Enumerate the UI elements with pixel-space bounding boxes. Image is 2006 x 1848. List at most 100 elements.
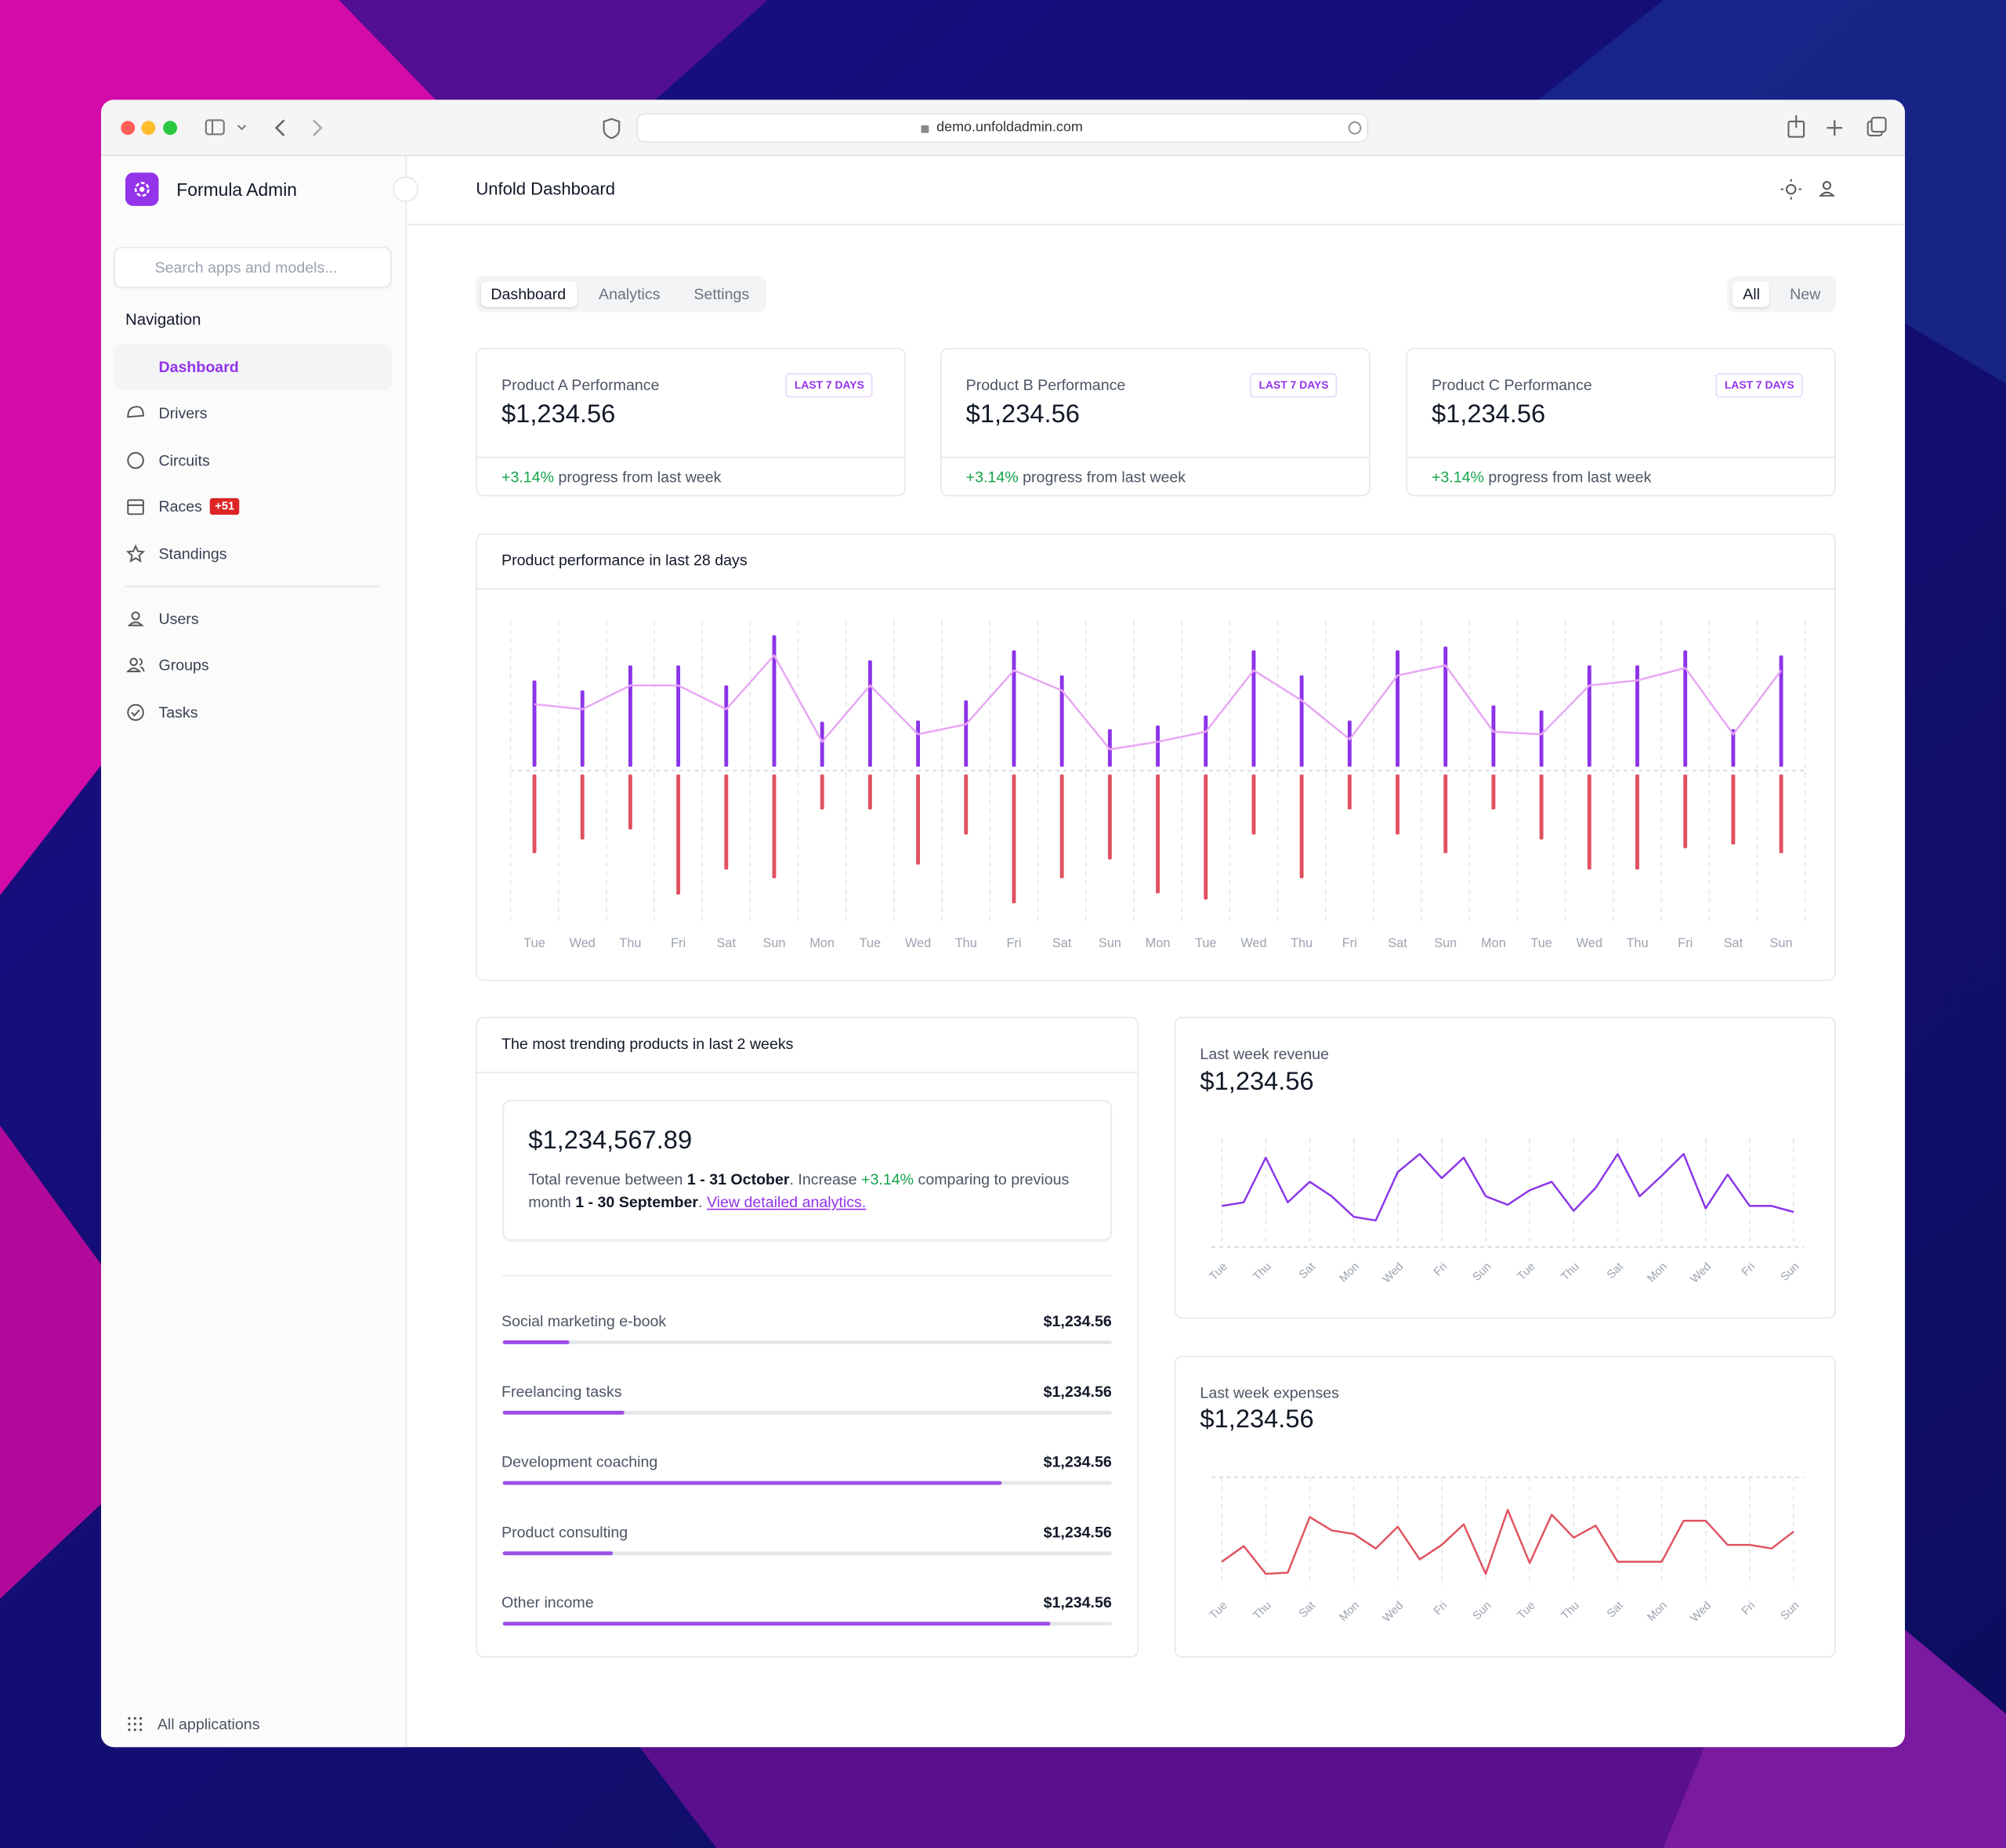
bar [676, 665, 681, 767]
nav-item[interactable]: Standings [158, 544, 227, 563]
item-value: $1,234.56 [1043, 1382, 1112, 1401]
x-tick-label: Fri [1740, 1600, 1758, 1618]
kpi-title: Product C Performance [1431, 375, 1592, 394]
x-tick-label: Wed [1577, 936, 1602, 950]
trending-title: The most trending products in last 2 wee… [502, 1034, 794, 1053]
tab[interactable]: Settings [693, 285, 750, 303]
all-applications[interactable]: All applications [157, 1715, 260, 1734]
nav-item[interactable]: Groups [158, 656, 209, 674]
x-tick-label: Thu [619, 936, 641, 950]
progress-track [502, 1410, 1112, 1415]
nav-icon [127, 703, 144, 721]
tab[interactable]: Analytics [599, 285, 661, 303]
kpi-footer: +3.14% progress from last week [502, 469, 721, 485]
nav-item[interactable]: Dashboard [158, 358, 239, 376]
kpi-note: progress from last week [1488, 468, 1652, 486]
x-tick-label: Sat [1052, 936, 1072, 950]
bar [1731, 729, 1736, 767]
nav-item[interactable]: Users [158, 609, 199, 628]
bar [532, 774, 537, 854]
previous-period: 1 - 30 September [575, 1193, 699, 1212]
bar [1779, 655, 1783, 767]
active-tab[interactable] [480, 281, 578, 307]
dot [128, 1728, 131, 1731]
x-tick-label: Wed [1381, 1600, 1406, 1625]
item-name: Other income [502, 1593, 594, 1612]
x-tick-label: Fri [1432, 1260, 1450, 1278]
x-tick-label: Thu [1626, 936, 1648, 950]
analytics-link[interactable]: View detailed analytics. [706, 1193, 867, 1212]
item-name: Freelancing tasks [502, 1382, 622, 1401]
x-tick-label: Fri [1740, 1260, 1758, 1278]
bar [1059, 675, 1064, 767]
bar [1731, 774, 1736, 844]
x-tick-label: Fri [671, 936, 686, 950]
progress-fill [502, 1481, 1002, 1485]
chart-title: Product performance in last 28 days [502, 551, 748, 570]
card-divider [476, 588, 1836, 590]
bar [1299, 774, 1304, 879]
x-tick-label: Sat [1605, 1260, 1626, 1282]
bar [1012, 650, 1016, 767]
x-tick-label: Sun [1471, 1600, 1494, 1623]
x-tick-label: Wed [1689, 1260, 1714, 1286]
tab[interactable]: Dashboard [491, 285, 567, 303]
icon-part [131, 611, 140, 620]
bar [1251, 650, 1256, 767]
bar [1683, 650, 1688, 767]
bar [1012, 774, 1016, 904]
x-tick-label: Mon [1338, 1260, 1363, 1286]
progress-fill [502, 1622, 1052, 1626]
bar [1587, 665, 1591, 767]
x-tick-label: Sun [1434, 936, 1457, 950]
header-icons[interactable] [1778, 176, 1842, 202]
search-box[interactable] [114, 247, 392, 288]
x-tick-label: Sat [1605, 1600, 1626, 1621]
brand-logo [125, 172, 159, 206]
line [534, 653, 1783, 750]
bar [1059, 774, 1064, 879]
filter[interactable]: New [1790, 285, 1821, 303]
x-tick-label: Tue [1208, 1600, 1230, 1622]
bar [1779, 774, 1783, 854]
x-tick-label: Sun [1099, 936, 1121, 950]
search-placeholder: Search apps and models... [154, 258, 338, 277]
nav-heading: Navigation [125, 310, 201, 329]
nav-item[interactable]: Races [158, 497, 202, 515]
bar [1347, 720, 1352, 767]
change: +3.14% [861, 1170, 914, 1188]
x-tick-label: Sat [717, 936, 737, 950]
x-tick-label: Fri [1006, 936, 1021, 950]
icon-part [127, 451, 144, 469]
divider [502, 1275, 1112, 1277]
x-tick-label: Tue [1208, 1260, 1230, 1283]
bar [628, 665, 632, 767]
bar [867, 660, 872, 767]
filter[interactable]: All [1743, 285, 1760, 303]
nav-icon [125, 544, 146, 563]
bar [1347, 774, 1352, 810]
nav-item[interactable]: Circuits [158, 451, 210, 470]
dot [133, 1728, 136, 1731]
x-tick-label: Fri [1678, 936, 1693, 950]
kpi-badge: LAST 7 DAYS [785, 373, 874, 397]
x-tick-label: Sat [1724, 936, 1743, 950]
nav-item[interactable]: Tasks [158, 703, 198, 721]
url[interactable]: demo.unfoldadmin.com [936, 119, 1083, 136]
x-tick-label: Sun [762, 936, 785, 950]
kpi-change: +3.14% [965, 468, 1019, 486]
item-value: $1,234.56 [1043, 1312, 1112, 1330]
dot [133, 1723, 136, 1726]
active-filter[interactable] [1732, 281, 1769, 307]
x-tick-label: Wed [1689, 1600, 1714, 1625]
nav-item[interactable]: Drivers [158, 403, 208, 422]
collapse-button[interactable] [393, 176, 418, 202]
nav-badge: +51 [209, 497, 240, 515]
card-divider [476, 1072, 1139, 1073]
x-tick-label: Mon [1481, 936, 1506, 950]
line [1221, 1509, 1794, 1575]
bar [628, 774, 632, 830]
kpi-change: +3.14% [1431, 468, 1484, 486]
progress-fill [502, 1551, 613, 1556]
